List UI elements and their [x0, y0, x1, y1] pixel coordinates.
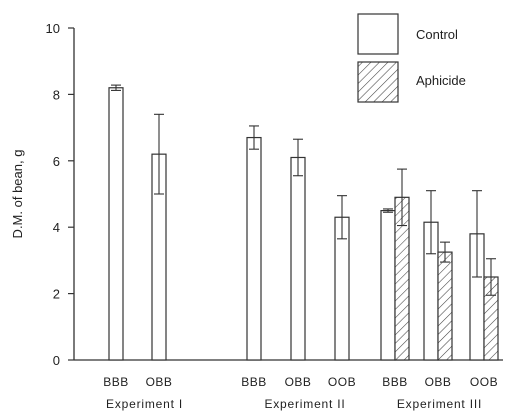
y-tick-label: 2 [53, 287, 60, 302]
legend: Control Aphicide [357, 13, 466, 103]
error-bars [111, 84, 496, 296]
category-label: OBB [425, 375, 452, 389]
y-tick-label: 10 [46, 21, 60, 36]
error-bar [249, 125, 259, 150]
bar-obb-control [290, 156, 306, 361]
error-bar [293, 138, 303, 177]
legend-swatch-aphicide [357, 61, 399, 103]
group-label: Experiment II [264, 397, 345, 411]
error-bar [426, 190, 436, 255]
y-tick-label: 8 [53, 87, 60, 102]
error-bar [111, 84, 121, 91]
error-bar [397, 168, 407, 227]
y-axis-title: D.M. of bean, g [10, 150, 25, 239]
y-tick-label: 0 [53, 353, 60, 368]
category-label: OBB [285, 375, 312, 389]
error-bar [440, 241, 450, 263]
y-tick-label: 4 [53, 220, 60, 235]
legend-swatch-control [357, 13, 399, 55]
error-bar [154, 113, 164, 195]
group-labels: Experiment I Experiment II Experiment III [106, 397, 482, 411]
group-label: Experiment I [106, 397, 183, 411]
legend-label-aphicide: Aphicide [416, 73, 466, 88]
error-bar [383, 208, 393, 213]
y-tick-label: 6 [53, 154, 60, 169]
group-label: Experiment III [397, 397, 482, 411]
bar-bbb-control [380, 210, 396, 361]
bar-obb-aphicide [437, 251, 453, 361]
category-label: OBB [146, 375, 173, 389]
category-label: BBB [382, 375, 408, 389]
bars [108, 87, 499, 361]
error-bar [472, 190, 482, 278]
category-labels: BBB OBB BBB OBB OOB BBB OBB OOB [103, 375, 498, 389]
category-label: OOB [470, 375, 498, 389]
category-label: BBB [241, 375, 267, 389]
legend-label-control: Control [416, 27, 458, 42]
y-axis-ticks: 0 2 4 6 8 10 [46, 21, 74, 368]
category-label: OOB [328, 375, 356, 389]
category-label: BBB [103, 375, 129, 389]
bar-bbb-control [108, 87, 124, 361]
error-bar [337, 195, 347, 240]
error-bar [486, 258, 496, 296]
bar-bbb-control [246, 136, 262, 361]
